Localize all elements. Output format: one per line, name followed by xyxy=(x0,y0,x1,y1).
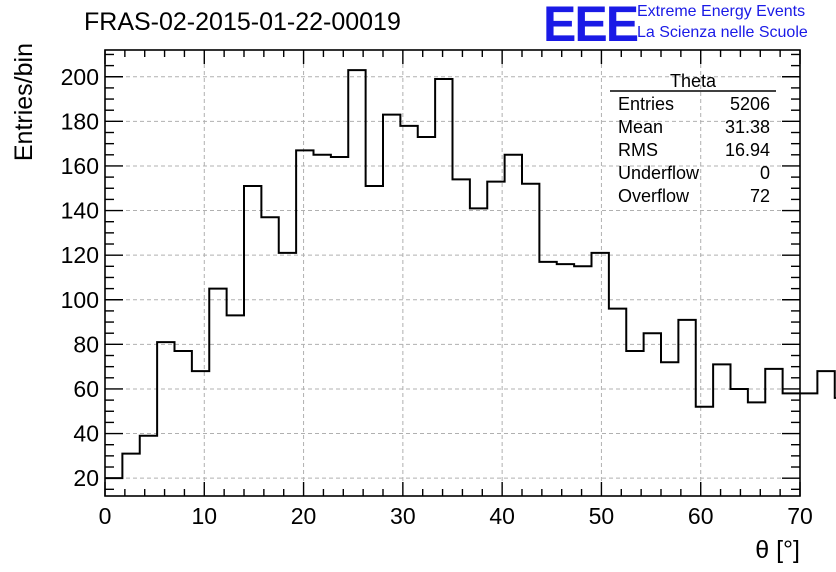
x-tick-label: 10 xyxy=(191,503,217,529)
x-tick-label: 40 xyxy=(489,503,515,529)
x-tick-label: 20 xyxy=(291,503,317,529)
x-tick-label: 70 xyxy=(787,503,813,529)
stats-value: 16.94 xyxy=(725,140,770,160)
logo-caption-line2: La Scienza nelle Scuole xyxy=(637,24,808,41)
y-tick-labels: 20 40 60 80 100 120 140 160 180 200 xyxy=(61,64,99,491)
stats-label: Mean xyxy=(618,117,663,137)
x-tick-labels: 0 10 20 30 40 50 60 70 xyxy=(99,503,813,529)
grid-lines xyxy=(105,50,800,496)
y-tick-label: 180 xyxy=(61,108,99,134)
stats-label: Underflow xyxy=(618,163,700,183)
plot-frame xyxy=(104,49,801,497)
stats-rows: Entries 5206 Mean 31.38 RMS 16.94 Underflow 0 Ov… xyxy=(618,94,770,206)
stats-label: RMS xyxy=(618,140,658,160)
y-tick-label: 80 xyxy=(73,331,99,357)
y-tick-label: 140 xyxy=(61,198,99,224)
y-tick-label: 60 xyxy=(73,376,99,402)
x-tick-label: 0 xyxy=(99,503,112,529)
histogram-step-line xyxy=(105,69,836,480)
y-axis-label: Entries/bin xyxy=(10,43,38,161)
stats-value: 72 xyxy=(750,186,770,206)
y-tick-label: 20 xyxy=(73,465,99,491)
y-tick-label: 160 xyxy=(61,153,99,179)
stats-value: 31.38 xyxy=(725,117,770,137)
logo-caption-line1: Extreme Energy Events xyxy=(637,3,806,20)
x-axis-label: θ [°] xyxy=(755,536,800,564)
y-tick-label: 120 xyxy=(61,242,99,268)
stats-value: 0 xyxy=(760,163,770,183)
y-tick-label: 40 xyxy=(73,421,99,447)
x-tick-label: 60 xyxy=(688,503,714,529)
eee-logo: EEE xyxy=(543,0,639,52)
y-tick-label: 200 xyxy=(61,64,99,90)
y-tick-label: 100 xyxy=(61,287,99,313)
x-tick-label: 50 xyxy=(589,503,615,529)
stats-label: Entries xyxy=(618,94,674,114)
stats-box: Theta Entries 5206 Mean 31.38 RMS 16.94 Underf… xyxy=(610,71,776,206)
chart-title: FRAS-02-2015-01-22-00019 xyxy=(84,8,401,36)
stats-label: Overflow xyxy=(618,186,690,206)
stats-value: 5206 xyxy=(730,94,770,114)
x-tick-label: 30 xyxy=(390,503,416,529)
stats-title: Theta xyxy=(670,71,717,91)
axis-ticks xyxy=(104,50,801,496)
